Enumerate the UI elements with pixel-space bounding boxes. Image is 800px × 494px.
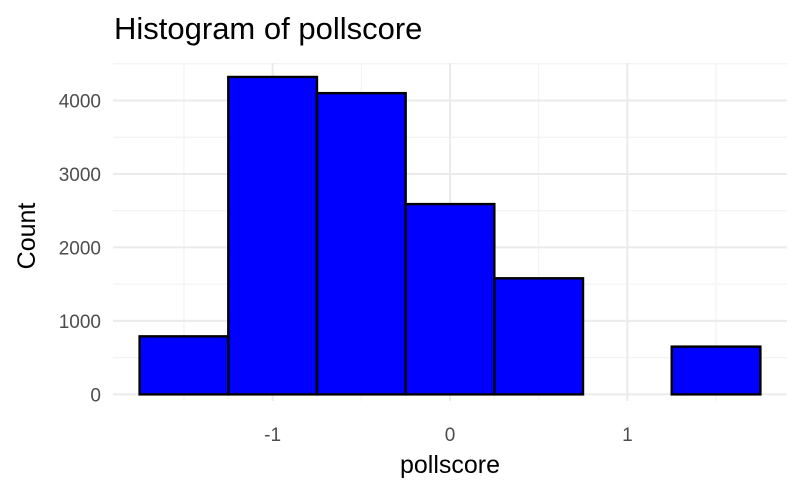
y-axis-title: Count [13, 203, 41, 270]
y-tick-label: 1000 [59, 312, 101, 333]
x-axis-title: pollscore [400, 451, 500, 479]
y-axis-ticks: 0 1000 2000 3000 4000 [59, 91, 101, 406]
x-tick-label: 0 [445, 425, 456, 446]
x-tick-label: 1 [622, 425, 633, 446]
histogram-bar [493, 277, 585, 396]
histogram-bar [315, 91, 407, 396]
y-tick-label: 0 [90, 385, 101, 406]
y-tick-label: 4000 [59, 91, 101, 112]
histogram-bars [138, 75, 762, 396]
x-tick-label: -1 [264, 425, 281, 446]
histogram-bar [227, 75, 319, 396]
chart-title: Histogram of pollscore [114, 11, 422, 46]
y-tick-label: 3000 [59, 165, 101, 186]
histogram-bar [138, 335, 230, 396]
x-axis-ticks: -1 0 1 [264, 425, 632, 446]
histogram-bar [404, 202, 496, 396]
y-tick-label: 2000 [59, 238, 101, 259]
histogram-bar [670, 345, 762, 396]
